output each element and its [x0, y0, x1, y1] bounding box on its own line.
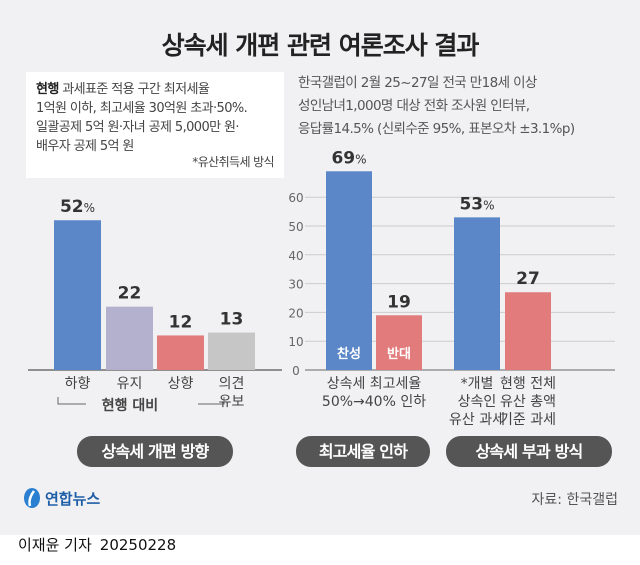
note-bold: 현행 — [36, 82, 59, 97]
pill-reform-direction: 상속세 개편 방향 — [77, 436, 233, 467]
source-text: 자료: 한국갤럽 — [531, 492, 618, 508]
byline: 이재윤 기자 20250228 — [18, 534, 176, 555]
value-label: 13 — [220, 310, 244, 330]
note-footnote: *유산취득세 방식 — [192, 155, 274, 169]
value-label: 19 — [387, 292, 411, 312]
logo-text: 연합뉴스 — [45, 489, 101, 508]
y-tick-label: 0 — [292, 364, 300, 378]
note-line-3: 일괄공제 5억 원·자녀 공제 5,000만 원· — [36, 120, 240, 135]
survey-line: 한국갤럽이 2월 25~27일 전국 만18세 이상 — [298, 75, 537, 91]
page-title: 상속세 개편 관련 여론조사 결과 — [161, 31, 480, 60]
survey-line: 응답률14.5% (신뢰수준 95%, 표본오차 ±3.1%p) — [298, 121, 575, 137]
series-label: 반대 — [387, 346, 411, 362]
value-label: 69% — [331, 148, 366, 168]
survey-note: 한국갤럽이 2월 25~27일 전국 만18세 이상 성인남녀1,000명 대상… — [298, 72, 638, 141]
bar-의견유보 — [208, 332, 255, 370]
x-tick-label: 하향 — [65, 376, 91, 392]
x-tick-label: 50%→40% 인하 — [322, 394, 426, 410]
y-tick-label: 10 — [288, 335, 303, 349]
value-label: 27 — [516, 269, 540, 289]
current-law-note: 현행 과세표준 적용 구간 최저세율 1억원 이하, 최고세율 30억원 초과·… — [26, 72, 284, 178]
bar-0 — [454, 217, 500, 370]
bar-상향 — [157, 335, 204, 370]
pill-tax-method: 상속세 부과 방식 — [446, 436, 612, 467]
value-label: 53% — [459, 194, 494, 214]
bar-하향 — [54, 220, 101, 370]
x-tick-label: 유산 과세 — [449, 412, 505, 428]
bar-유지 — [106, 306, 153, 370]
series-label: 찬성 — [337, 346, 361, 362]
survey-line: 성인남녀1,000명 대상 전화 조사원 인터뷰, — [298, 98, 530, 114]
y-tick-label: 30 — [288, 278, 303, 292]
x-tick-label: *개별 — [461, 376, 494, 392]
x-tick-label: 유산 총액 — [500, 394, 556, 410]
bar-찬성 — [326, 171, 372, 370]
date: 20250228 — [99, 536, 177, 554]
y-tick-label: 40 — [288, 249, 303, 263]
note-line-4: 배우자 공제 5억 원 — [36, 139, 134, 154]
x-tick-label: 현행 전체 — [500, 376, 556, 392]
group-bracket — [57, 397, 225, 405]
x-tick-label: 상향 — [168, 376, 194, 392]
x-tick-label: 상속인 — [458, 394, 497, 410]
bar-반대 — [376, 315, 422, 370]
x-tick-label: 의견 — [219, 376, 245, 392]
x-tick-label: 상속세 최고세율 — [327, 376, 422, 392]
x-tick-label: 기준 과세 — [500, 412, 556, 428]
y-tick-label: 20 — [288, 306, 303, 320]
y-tick-label: 50 — [288, 220, 303, 234]
value-label: 52% — [60, 197, 95, 217]
note-line-1: 현행 과세표준 적용 구간 최저세율 — [36, 80, 274, 99]
y-tick-label: 60 — [288, 191, 303, 205]
reporter: 이재윤 기자 — [18, 536, 92, 554]
note-line-2: 1억원 이하, 최고세율 30억원 초과·50%. — [36, 101, 248, 116]
x-tick-label: 유지 — [117, 376, 143, 392]
value-label: 22 — [118, 284, 142, 304]
yonhap-logo: 연합뉴스 — [22, 487, 100, 509]
pill-top-rate-cut: 최고세율 인하 — [296, 436, 430, 467]
group-label: 현행 대비 — [102, 398, 158, 414]
logo-icon — [24, 488, 40, 508]
value-label: 12 — [169, 312, 193, 332]
note-text: 과세표준 적용 구간 최저세율 — [62, 82, 210, 97]
x-tick-label: 유보 — [219, 394, 245, 410]
bar-1 — [505, 292, 551, 370]
